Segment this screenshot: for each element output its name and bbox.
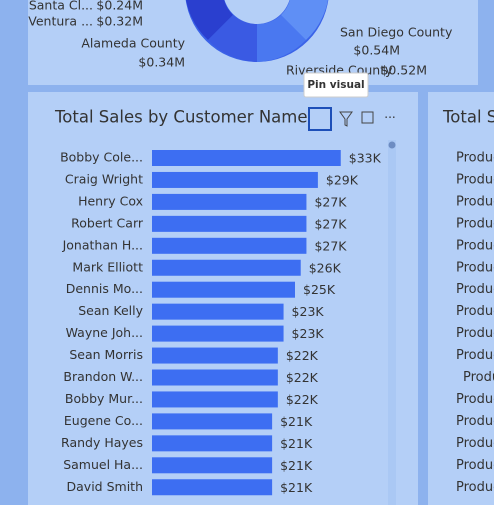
donut-label-value: $0.52M xyxy=(380,63,427,78)
category-label: Bobby Mur... xyxy=(65,391,143,406)
data-label: $29K xyxy=(326,172,359,187)
bar xyxy=(152,193,307,210)
bar xyxy=(152,391,278,408)
row-label: Produc xyxy=(456,392,494,407)
row-label: Produc xyxy=(456,480,494,495)
data-label: $23K xyxy=(292,326,325,341)
category-label: Sean Morris xyxy=(69,347,143,362)
donut-label-name: San Diego County xyxy=(340,25,453,40)
category-label: Sean Kelly xyxy=(78,303,143,318)
row-label: Produc xyxy=(456,282,494,297)
visual-title: Total Sales by Customer Name xyxy=(54,108,308,127)
category-label: Craig Wright xyxy=(65,171,143,186)
donut-segment xyxy=(281,0,328,40)
row-label: Produc xyxy=(456,260,494,275)
category-label: Jonathan H... xyxy=(62,237,143,252)
category-label: David Smith xyxy=(67,479,143,494)
data-label: $25K xyxy=(303,282,336,297)
category-label: Randy Hayes xyxy=(61,435,143,450)
bar xyxy=(152,413,273,430)
bar xyxy=(152,259,301,276)
bar xyxy=(152,435,273,452)
tooltip-text: Pin visual xyxy=(307,79,364,91)
category-label: Wayne Joh... xyxy=(66,325,143,340)
bar-chart: Bobby Cole... $33K Craig Wright $29K Henry C… xyxy=(60,150,382,496)
category-label: Eugene Co... xyxy=(64,413,143,428)
category-label: Bobby Cole... xyxy=(60,150,143,165)
bar xyxy=(152,325,284,342)
data-label: $27K xyxy=(314,238,347,253)
more-icon[interactable]: ··· xyxy=(384,111,395,125)
bar xyxy=(152,281,295,298)
right-rows: Produc Produc Produc Produc Produc Produc Prod… xyxy=(456,151,494,495)
bar xyxy=(152,369,278,386)
category-label: Robert Carr xyxy=(71,215,144,230)
bar xyxy=(152,171,318,188)
row-label: Produc xyxy=(456,326,494,341)
data-label: $23K xyxy=(292,304,325,319)
bar xyxy=(152,303,284,320)
category-label: Dennis Mo... xyxy=(66,281,143,296)
donut-segment xyxy=(186,0,233,40)
data-label: $22K xyxy=(286,392,319,407)
category-label: Mark Elliott xyxy=(72,259,143,274)
data-label: $33K xyxy=(349,151,382,166)
donut-segment xyxy=(257,15,306,62)
bar xyxy=(152,215,307,232)
row-label: Produc xyxy=(456,216,494,231)
bar xyxy=(152,457,273,474)
category-label: Brandon W... xyxy=(63,369,143,384)
data-label: $22K xyxy=(286,348,319,363)
row-label: Produc xyxy=(456,172,494,187)
donut-label-value: $0.24M xyxy=(96,0,143,13)
donut-label-name: Ventura ... xyxy=(28,14,93,29)
data-label: $22K xyxy=(286,370,319,385)
category-label: Samuel Ha... xyxy=(63,457,143,472)
focus-icon[interactable] xyxy=(361,111,374,124)
bar xyxy=(152,479,273,496)
row-label: Produc xyxy=(463,370,494,385)
row-label: Produc xyxy=(456,414,494,429)
donut-label-name: Alameda County xyxy=(81,36,185,51)
row-label: Produc xyxy=(456,348,494,363)
data-label: $27K xyxy=(314,194,347,209)
scroll-thumb[interactable] xyxy=(388,141,396,149)
donut-segment xyxy=(208,15,257,62)
row-label: Produc xyxy=(456,458,494,473)
row-label: Produc xyxy=(456,304,494,319)
donut-label-value: $0.34M xyxy=(138,55,185,70)
pin-button[interactable] xyxy=(308,107,332,131)
data-label: $26K xyxy=(309,260,342,275)
tooltip: Pin visual xyxy=(303,72,369,98)
data-label: $21K xyxy=(280,436,313,451)
donut-label-name: Santa Cl... xyxy=(29,0,93,13)
right-title: Total S xyxy=(442,108,494,127)
tooltip-box xyxy=(303,72,369,98)
scrollbar[interactable] xyxy=(388,140,396,505)
bar xyxy=(152,347,278,364)
row-label: Produc xyxy=(456,194,494,209)
donut xyxy=(185,0,329,62)
donut-label-value: $0.54M xyxy=(353,43,400,58)
bar xyxy=(152,150,341,166)
data-label: $21K xyxy=(280,480,313,495)
visual-header-icons[interactable]: ··· xyxy=(308,107,396,131)
data-label: $27K xyxy=(314,216,347,231)
filter-icon[interactable] xyxy=(339,111,353,127)
row-label: Produc xyxy=(456,151,494,166)
row-label: Produc xyxy=(456,436,494,451)
data-label: $21K xyxy=(280,414,313,429)
row-label: Produc xyxy=(456,238,494,253)
donut-label-value: $0.32M xyxy=(96,14,143,29)
right-panel xyxy=(428,92,494,505)
data-label: $21K xyxy=(280,458,313,473)
category-label: Henry Cox xyxy=(78,193,143,208)
bar xyxy=(152,237,307,254)
